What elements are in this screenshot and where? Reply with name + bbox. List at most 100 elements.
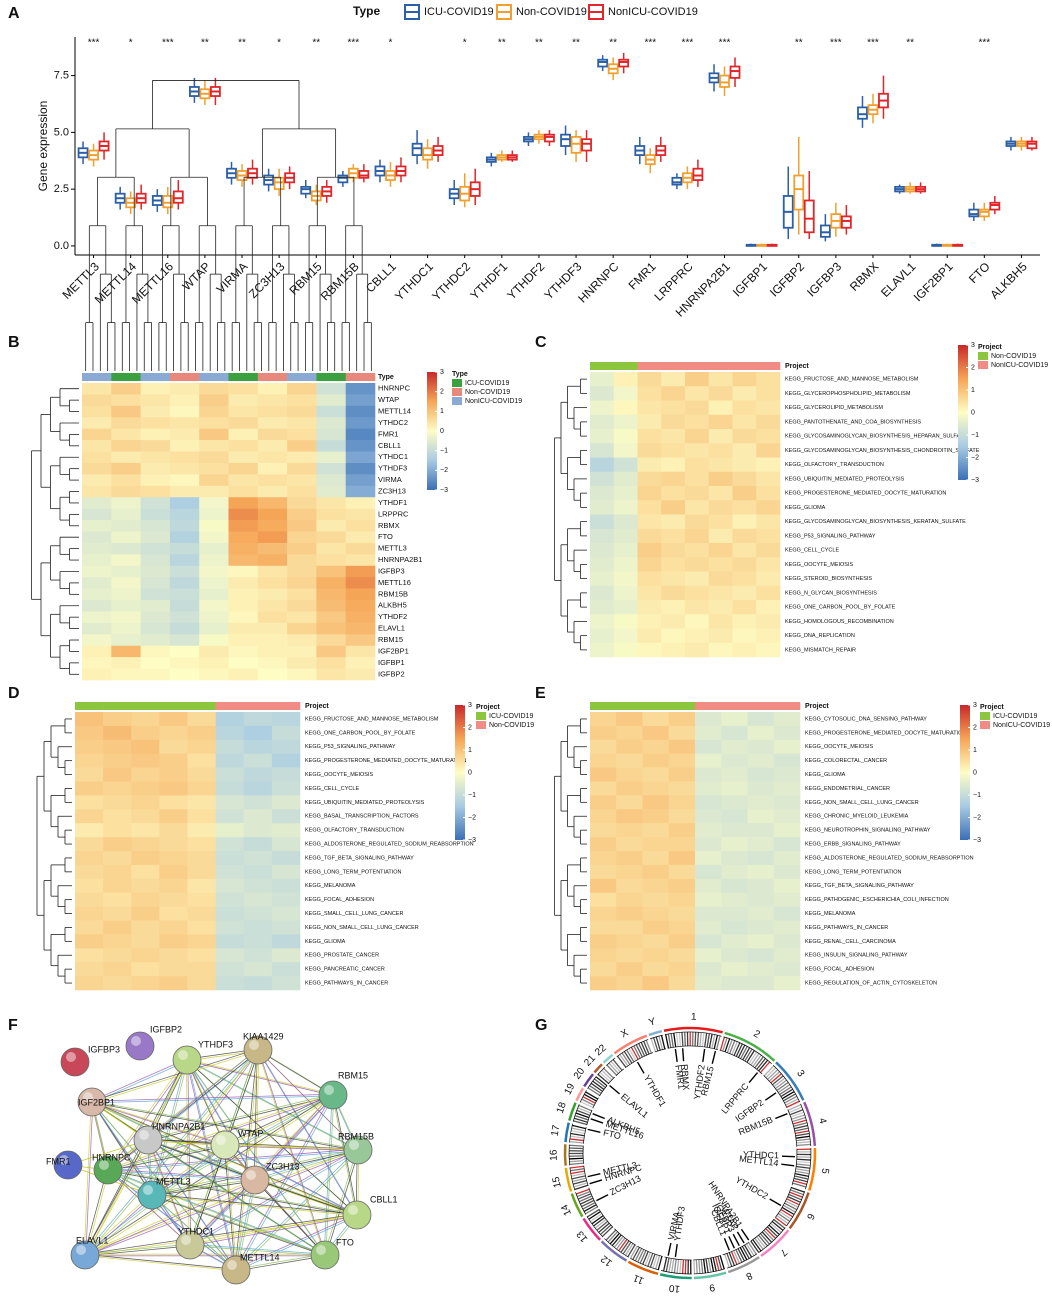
box (337, 174, 349, 184)
heatmap-cell (257, 394, 288, 407)
heatmap-cell (616, 837, 643, 852)
network-edge (187, 1060, 334, 1097)
heatmap-cell (613, 642, 638, 658)
heatmap-cell (590, 614, 615, 629)
row-label: KEGG_MELANOMA (805, 911, 856, 917)
heatmap-cell (75, 795, 104, 810)
heatmap-cell (721, 906, 748, 921)
cytoband (796, 1158, 811, 1161)
chromosome-outline (763, 1075, 788, 1108)
row-label: KEGG_GLIOMA (785, 505, 826, 511)
heatmap-cell (708, 486, 733, 501)
heatmap-cell (187, 837, 216, 852)
heatmap-cell (708, 514, 733, 530)
heatmap-cell (187, 920, 216, 935)
cytoband (650, 1038, 657, 1052)
chromosome-outline (614, 1228, 636, 1246)
cytoband (746, 1050, 755, 1063)
heatmap-cell (75, 781, 104, 796)
row-label: RBM15 (378, 635, 403, 644)
cytoband (662, 1257, 668, 1272)
heatmap-cell (642, 920, 670, 935)
cytoband (577, 1107, 591, 1114)
heatmap-cell (187, 725, 216, 741)
cytoband (735, 1043, 743, 1057)
gene-pointer (667, 1242, 672, 1256)
chromosome-outline (723, 1036, 772, 1065)
gene-pointer (587, 1128, 601, 1133)
heatmap-cell (257, 565, 288, 578)
cytoband (708, 1033, 713, 1048)
cytoband (582, 1201, 596, 1210)
heatmap-cell (159, 837, 188, 852)
heatmap-cell (243, 753, 273, 768)
panel-label: G (535, 1017, 547, 1034)
network-edge (107, 1143, 225, 1170)
heatmap-cell (345, 428, 376, 441)
network-node (133, 1125, 163, 1155)
gene-label: FMR1 (673, 1064, 686, 1090)
cytoband (592, 1080, 605, 1090)
cytoband (698, 1259, 701, 1274)
network-edge (91, 1100, 358, 1150)
heatmap-cell (103, 962, 132, 977)
row-label: ALKBH5 (378, 601, 407, 610)
heatmap-cell (215, 851, 245, 866)
gene-pointer (589, 1179, 603, 1185)
heatmap-cell (756, 557, 781, 572)
heatmap-cell (668, 767, 696, 782)
heatmap-cell (773, 712, 801, 727)
heatmap-cell (637, 614, 662, 629)
network-node-highlight (66, 1052, 76, 1062)
heatmap-cell (668, 962, 696, 977)
heatmap-cell (345, 497, 376, 509)
box (597, 58, 609, 68)
heatmap-cell (169, 622, 200, 635)
network-edge (225, 1145, 238, 1271)
colorbar (427, 372, 437, 490)
heatmap-cell (613, 514, 638, 530)
heatmap-cell (637, 486, 662, 501)
gene-pointer (775, 1113, 788, 1120)
heatmap-cell (140, 462, 171, 475)
row-label: KEGG_OLFACTORY_TRANSDUCTION (305, 828, 404, 834)
network-edge (84, 1213, 357, 1255)
chromosome-arc (602, 1053, 614, 1064)
network-node-label: IGFBP3 (88, 1044, 120, 1054)
heatmap-cell (721, 781, 748, 796)
cytoband (575, 1112, 590, 1119)
heatmap-cell (111, 508, 141, 521)
annotation-cell (661, 362, 686, 370)
heatmap-cell (287, 405, 317, 418)
heatmap-cell (82, 600, 112, 612)
heatmap-cell (215, 892, 245, 907)
heatmap-cell (616, 878, 643, 893)
heatmap-cell (616, 851, 643, 866)
heatmap-cell (590, 429, 615, 444)
chromosome-label: 3 (794, 1068, 806, 1079)
row-label: KEGG_NEUROTROPHIN_SIGNALING_PATHWAY (805, 828, 931, 834)
heatmap-cell (747, 948, 775, 963)
heatmap-cell (187, 934, 216, 949)
cytoband (735, 1249, 743, 1263)
heatmap-cell (75, 753, 104, 768)
cytoband (795, 1130, 810, 1135)
legend-swatch (476, 721, 486, 729)
x-tick-label: RBMX (847, 259, 881, 293)
network-node-label: HNRNPA2B1 (152, 1121, 205, 1131)
gene-pointer (728, 1236, 736, 1249)
cytoband (754, 1237, 764, 1250)
heatmap-cell (257, 554, 288, 567)
heatmap-cell (756, 528, 781, 544)
colorbar-tick-label: 1 (468, 747, 472, 754)
cytoband (780, 1208, 794, 1218)
gene-label: RBMX (679, 1064, 691, 1091)
heatmap-cell (287, 451, 317, 464)
cytoband (657, 1256, 663, 1270)
annotation-label: Project (785, 363, 809, 370)
cytoband (737, 1044, 746, 1058)
heatmap-cell (243, 767, 273, 782)
network-node (93, 1155, 123, 1185)
heatmap-cell (747, 795, 775, 810)
significance-label: ** (906, 38, 914, 49)
